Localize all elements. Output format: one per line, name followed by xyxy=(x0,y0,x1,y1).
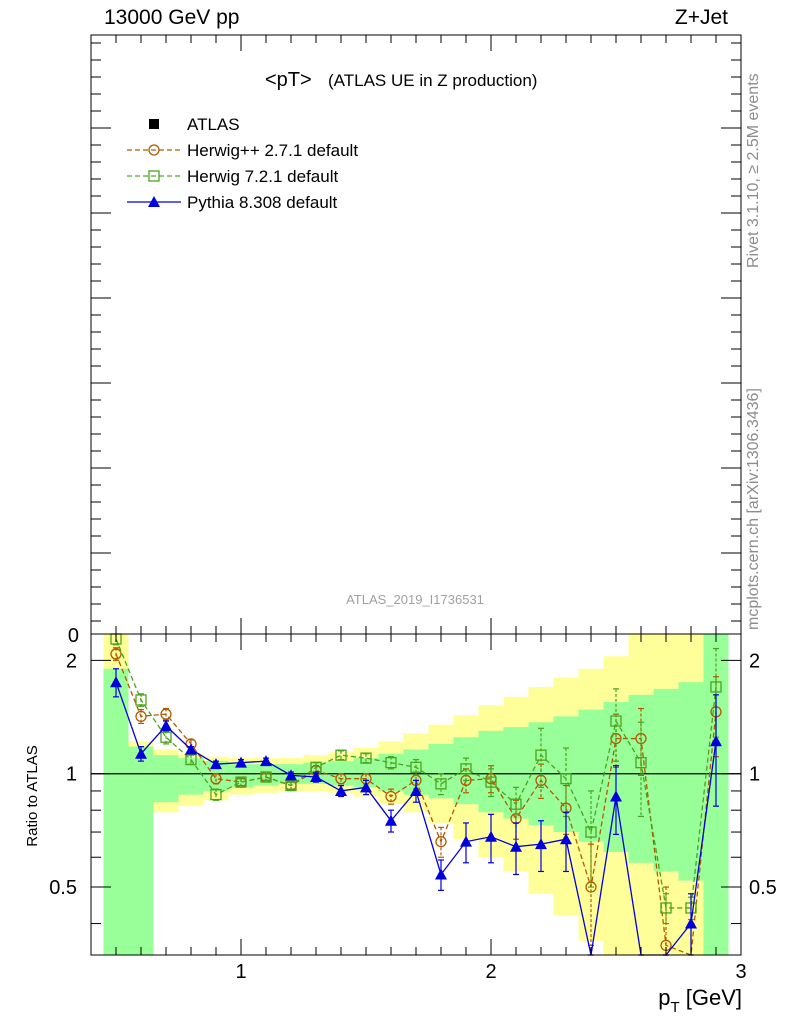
band-green xyxy=(653,688,679,872)
data-point xyxy=(160,708,172,720)
data-point xyxy=(510,840,522,852)
legend-marker xyxy=(148,196,160,207)
data-point xyxy=(610,715,622,727)
data-point xyxy=(485,830,497,842)
legend-marker xyxy=(149,119,159,129)
data-point xyxy=(560,833,572,845)
data-point xyxy=(460,835,472,847)
ratio-y-tick-label-right: 1 xyxy=(749,764,760,786)
legend-marker xyxy=(148,144,160,156)
data-point xyxy=(360,752,372,764)
band-green xyxy=(378,753,404,791)
data-point xyxy=(160,719,172,731)
data-point xyxy=(635,756,647,769)
data-point xyxy=(410,761,422,773)
data-point xyxy=(710,735,722,747)
data-point xyxy=(685,917,697,929)
ratio-y-tick-label: 2 xyxy=(66,650,77,672)
data-point xyxy=(160,731,172,743)
data-point xyxy=(110,676,122,688)
data-point xyxy=(335,784,347,796)
data-point xyxy=(585,826,597,838)
data-point xyxy=(185,743,197,755)
legend-label: Pythia 8.308 default xyxy=(187,193,338,212)
x-tick-label: 3 xyxy=(735,961,746,983)
data-point xyxy=(610,790,622,802)
data-point xyxy=(535,749,547,761)
data-point xyxy=(110,648,122,660)
legend-marker xyxy=(148,170,160,182)
data-point xyxy=(610,732,622,745)
data-point xyxy=(510,798,522,810)
data-point xyxy=(710,681,722,693)
data-point xyxy=(410,784,422,796)
band-green xyxy=(153,755,179,803)
data-point xyxy=(460,763,472,775)
data-point xyxy=(535,838,547,850)
data-point xyxy=(210,758,222,770)
data-point xyxy=(285,769,297,781)
legend-label: ATLAS xyxy=(187,115,240,134)
main-panel: 0 xyxy=(68,34,742,647)
data-point xyxy=(285,779,297,792)
legend-label: Herwig 7.2.1 default xyxy=(187,167,338,186)
data-point xyxy=(235,756,247,768)
data-point xyxy=(335,773,347,785)
band-green xyxy=(578,709,604,842)
data-point xyxy=(260,771,272,783)
ratio-panel: 0.5 0.5 1 1 2 2 1 2 3pT [GeV] xyxy=(49,633,777,1016)
main-y-tick-label: 0 xyxy=(68,625,79,647)
legend: ATLAS Herwig++ 2.7.1 default Herwig 7.2.1 … xyxy=(127,115,358,212)
chart-title-suffix: (ATLAS UE in Z production) xyxy=(328,71,537,90)
data-point xyxy=(210,773,222,785)
ratio-y-tick-label: 0.5 xyxy=(49,877,77,899)
ratio-y-tick-label: 1 xyxy=(66,764,77,786)
legend-label: Herwig++ 2.7.1 default xyxy=(187,141,358,160)
process-label: Z+Jet xyxy=(674,6,728,29)
chart-title: <pT> xyxy=(265,69,312,91)
data-point xyxy=(210,788,222,801)
data-point xyxy=(435,836,447,848)
data-point xyxy=(335,749,347,761)
ratio-y-tick-label-right: 2 xyxy=(749,650,760,672)
data-point xyxy=(360,781,372,793)
band-green xyxy=(103,668,129,955)
x-axis-label: pT [GeV] xyxy=(658,985,742,1016)
data-point xyxy=(385,814,397,826)
data-point xyxy=(560,773,572,785)
data-point xyxy=(310,771,322,783)
ratio-y-label: Ratio to ATLAS xyxy=(24,745,41,846)
data-point xyxy=(185,753,197,766)
data-point xyxy=(235,776,247,788)
ratio-y-tick-label-right: 0.5 xyxy=(749,877,777,899)
band-green xyxy=(678,682,704,881)
data-point xyxy=(135,710,147,723)
analysis-id: ATLAS_2019_I1736531 xyxy=(346,592,484,607)
x-tick-label: 2 xyxy=(485,961,496,983)
data-point xyxy=(135,694,147,706)
data-point xyxy=(260,755,272,767)
data-point xyxy=(385,756,397,769)
data-point xyxy=(485,776,497,788)
data-point xyxy=(435,778,447,790)
data-point xyxy=(135,747,147,759)
data-point xyxy=(435,868,447,880)
x-tick-label: 1 xyxy=(235,961,246,983)
data-point xyxy=(660,902,672,914)
data-point xyxy=(385,790,397,803)
energy-label: 13000 GeV pp xyxy=(104,6,240,29)
band-green xyxy=(128,746,154,955)
chart-texts: <pT> (ATLAS UE in Z production) ATLAS_20… xyxy=(24,69,537,847)
